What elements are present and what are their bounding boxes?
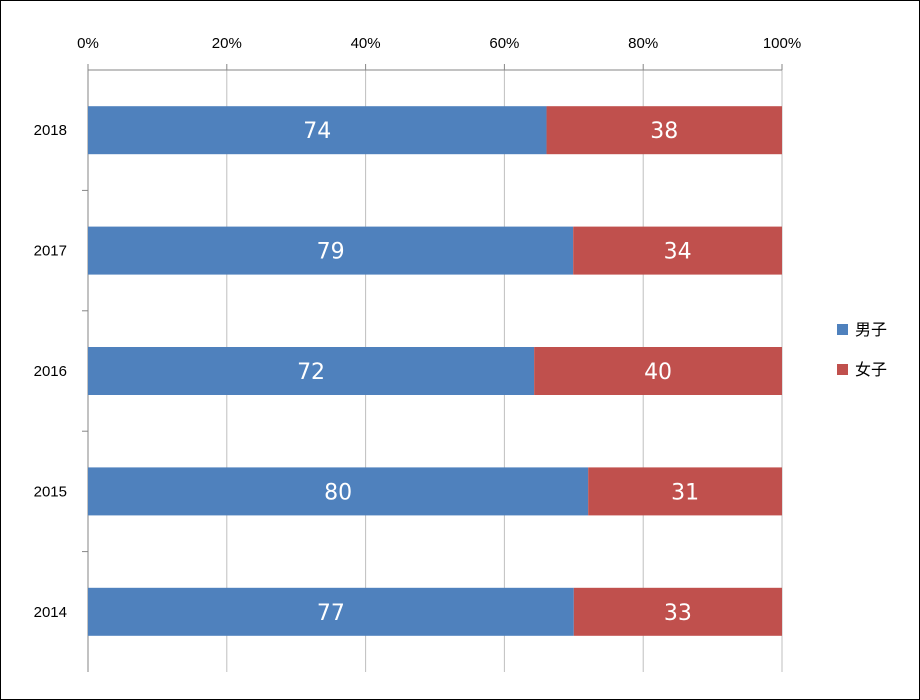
category-label: 2014: [34, 604, 67, 621]
data-label: 33: [664, 601, 692, 626]
bar-segment: [546, 106, 782, 155]
x-tick-label: 20%: [212, 35, 242, 52]
legend-label: 女子: [855, 360, 887, 379]
data-label: 34: [664, 240, 692, 265]
bars: 74 38 79 34 72 40 80 31 77 33: [88, 106, 782, 636]
x-tick-labels: 0% 20% 40% 60% 80% 100%: [77, 35, 801, 52]
bar-segment: [534, 347, 782, 395]
bar-segment: [573, 587, 782, 636]
bar-segment: [588, 467, 782, 516]
bar-segment: [88, 226, 574, 275]
bar-segment: [88, 587, 574, 636]
bar-segment: [88, 467, 589, 516]
legend-label: 男子: [855, 320, 887, 339]
data-label: 79: [317, 240, 345, 265]
x-tick-label: 60%: [489, 35, 519, 52]
data-label: 80: [324, 480, 352, 505]
category-label: 2015: [34, 483, 67, 500]
data-label: 77: [317, 601, 345, 626]
data-label: 31: [671, 480, 699, 505]
bar-segment: [88, 106, 547, 155]
legend-swatch: [837, 324, 848, 335]
data-label: 74: [303, 119, 331, 144]
category-label: 2016: [34, 363, 67, 380]
category-label: 2017: [34, 243, 67, 260]
data-label: 38: [650, 119, 678, 144]
legend-swatch: [837, 364, 848, 375]
x-tick-label: 40%: [351, 35, 381, 52]
category-label: 2018: [34, 122, 67, 139]
bar-segment: [88, 347, 535, 395]
x-tick-label: 100%: [763, 35, 801, 52]
category-labels: 2018 2017 2016 2015 2014: [34, 122, 67, 621]
data-label: 72: [297, 360, 325, 385]
bar-segment: [573, 226, 782, 275]
x-tick-label: 80%: [628, 35, 658, 52]
x-tick-label: 0%: [77, 35, 99, 52]
data-label: 40: [644, 360, 672, 385]
